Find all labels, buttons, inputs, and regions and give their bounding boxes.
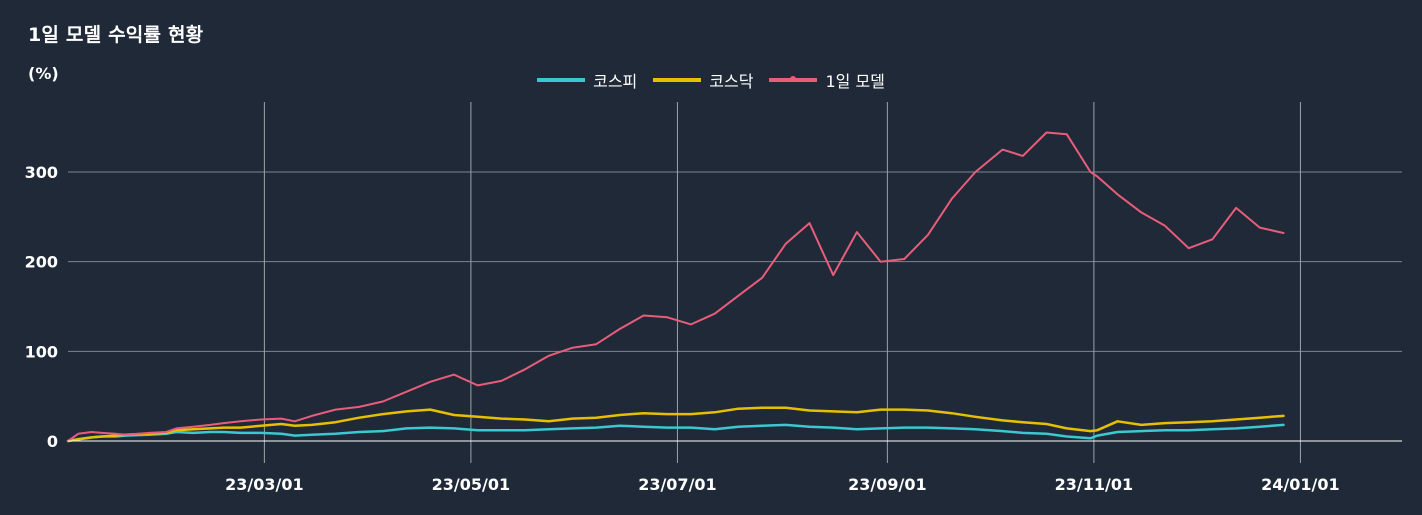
- legend-item-kospi[interactable]: 코스피: [537, 68, 637, 92]
- chart-legend: 코스피 코스닥 1일 모델: [0, 68, 1422, 92]
- y-tick-label: 300: [25, 163, 58, 182]
- axis-layer: 0 100 200 300 23/03/01 23/05/01 23/07/01 23/09/…: [25, 163, 1402, 494]
- series-line-kosdaq: [66, 406, 1285, 443]
- legend-item-model[interactable]: 1일 모델: [769, 68, 885, 92]
- x-tick-label: 23/11/01: [1055, 475, 1133, 494]
- legend-label-kosdaq: 코스닥: [709, 72, 754, 91]
- x-tick-label: 23/07/01: [638, 475, 716, 494]
- series-line-kospi: [66, 423, 1285, 443]
- y-tick-label: 100: [25, 342, 58, 361]
- series-line-model: [67, 131, 1285, 442]
- legend-item-kosdaq[interactable]: 코스닥: [653, 68, 753, 92]
- x-tick-label: 23/03/01: [225, 475, 303, 494]
- legend-label-kospi: 코스피: [593, 72, 638, 91]
- series-layer: [66, 131, 1285, 443]
- x-tick-label: 24/01/01: [1261, 475, 1339, 494]
- y-tick-label: 200: [25, 253, 58, 272]
- legend-swatch-kospi: [537, 78, 586, 82]
- x-tick-label: 23/09/01: [848, 475, 926, 494]
- y-axis-unit: (%): [28, 64, 59, 83]
- y-tick-label: 0: [47, 432, 58, 451]
- legend-swatch-model: [769, 76, 818, 82]
- grid-layer: [68, 102, 1402, 463]
- chart-title: 1일 모델 수익률 현황: [28, 24, 204, 46]
- legend-label-model: 1일 모델: [825, 72, 885, 91]
- x-tick-label: 23/05/01: [432, 475, 510, 494]
- legend-swatch-kosdaq: [653, 78, 702, 82]
